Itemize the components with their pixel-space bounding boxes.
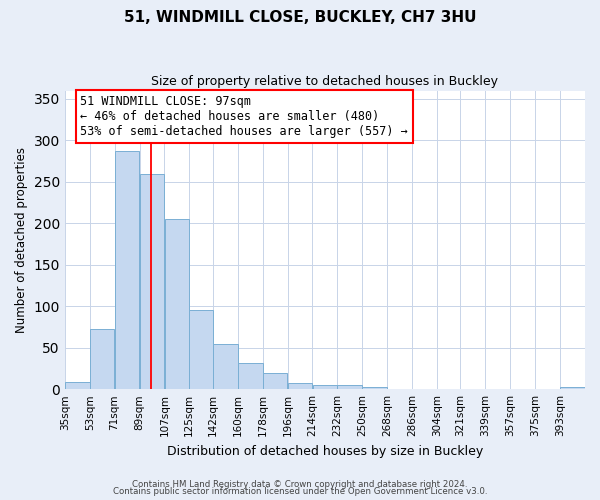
Text: 51 WINDMILL CLOSE: 97sqm
← 46% of detached houses are smaller (480)
53% of semi-: 51 WINDMILL CLOSE: 97sqm ← 46% of detach… [80,95,408,138]
Title: Size of property relative to detached houses in Buckley: Size of property relative to detached ho… [151,75,499,88]
Bar [164,219,189,389]
Bar [213,344,238,389]
Bar [190,310,213,389]
Bar [263,372,287,389]
Y-axis label: Number of detached properties: Number of detached properties [15,147,28,333]
Bar [65,382,89,389]
Bar [560,386,585,389]
Bar [313,385,337,389]
Bar [90,328,115,389]
Bar [287,384,313,389]
Bar [362,386,387,389]
Bar [115,151,139,389]
Text: Contains public sector information licensed under the Open Government Licence v3: Contains public sector information licen… [113,488,487,496]
Bar [337,385,362,389]
Bar [140,174,164,389]
Text: 51, WINDMILL CLOSE, BUCKLEY, CH7 3HU: 51, WINDMILL CLOSE, BUCKLEY, CH7 3HU [124,10,476,25]
Bar [238,364,263,389]
Text: Contains HM Land Registry data © Crown copyright and database right 2024.: Contains HM Land Registry data © Crown c… [132,480,468,489]
X-axis label: Distribution of detached houses by size in Buckley: Distribution of detached houses by size … [167,444,483,458]
